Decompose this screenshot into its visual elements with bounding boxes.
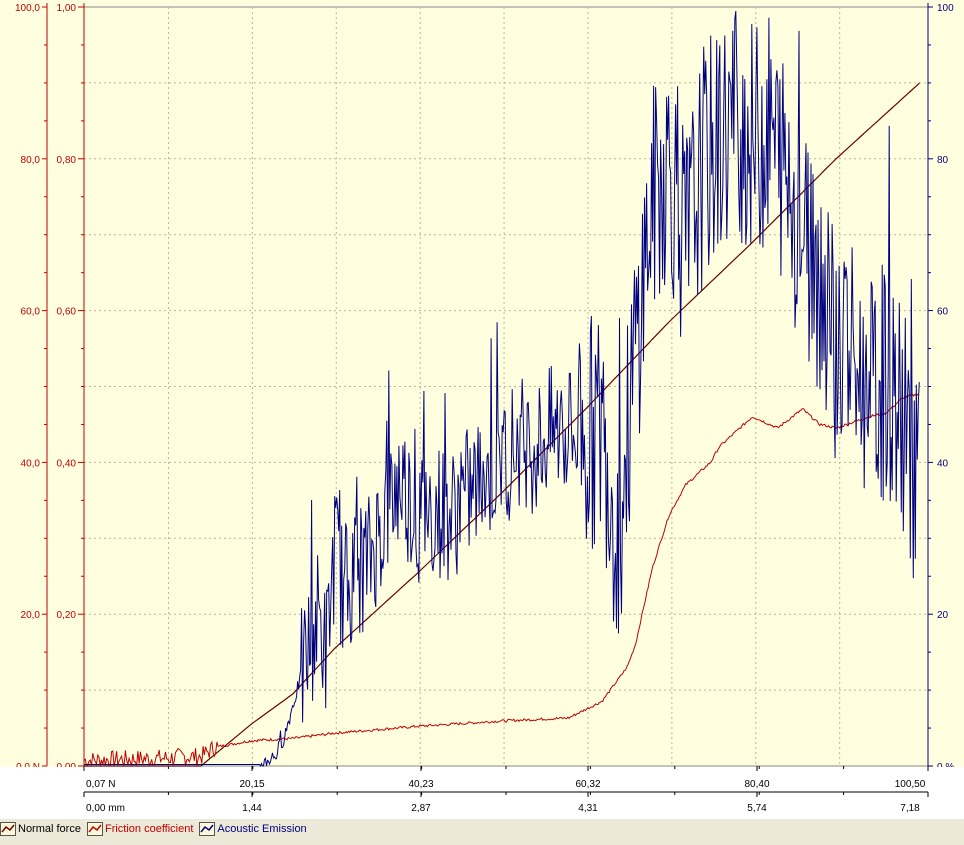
- plot-background: [0, 0, 964, 818]
- acoustic-axis-tick-label: 60: [937, 307, 949, 318]
- legend-item-acoustic-emission[interactable]: Acoustic Emission: [199, 822, 307, 836]
- acoustic-axis-tick-label: 100: [937, 3, 954, 14]
- line-chart-icon: [0, 822, 16, 836]
- friction-axis-tick-label: 0,40: [57, 458, 77, 469]
- force-axis-tick-label: 100,0: [15, 3, 40, 14]
- x-axis-distance-tick-label: 1,44: [242, 803, 262, 814]
- series-line-acoustic-emission: [84, 10, 920, 768]
- x-axis-force-tick-label: 100,50: [895, 779, 926, 790]
- acoustic-axis-tick-label: 40: [937, 458, 949, 469]
- legend-label-normal-force: Normal force: [18, 823, 81, 835]
- x-axis-distance-tick-label: 4,31: [578, 803, 598, 814]
- legend-label-friction-coefficient: Friction coefficient: [104, 823, 194, 835]
- x-axis-force-tick-label: 40,23: [408, 779, 433, 790]
- x-axis-distance-tick-label: 2,87: [411, 803, 431, 814]
- friction-axis-tick-label: 0,20: [57, 610, 77, 621]
- legend-label-acoustic-emission: Acoustic Emission: [217, 823, 307, 835]
- series-line-friction-coefficient: [83, 393, 920, 767]
- friction-axis-tick-label: 0,60: [57, 307, 77, 318]
- x-axis-force-tick-label: 0,07 N: [86, 779, 115, 790]
- x-axis-force-tick-label: 60,32: [575, 779, 600, 790]
- x-axis-distance-tick-label: 7,18: [900, 803, 920, 814]
- x-axis-distance-tick-label: 0,00 mm: [86, 803, 125, 814]
- acoustic-axis-tick-label: 80: [937, 155, 949, 166]
- x-axis-force-tick-label: 80,40: [744, 779, 769, 790]
- acoustic-axis-tick-label: 20: [937, 610, 949, 621]
- x-axis-area: [0, 767, 964, 819]
- force-axis-tick-label: 20,0: [21, 610, 41, 621]
- friction-axis-tick-label: 0,80: [57, 155, 77, 166]
- series-layer: [83, 10, 921, 768]
- axis-layer: 0,0 N0,000 %20,00,202040,00,404060,00,60…: [0, 3, 964, 819]
- legend-item-friction-coefficient[interactable]: Friction coefficient: [86, 822, 194, 836]
- legend: Normal force Friction coefficient Acoust…: [0, 820, 964, 838]
- legend-item-normal-force[interactable]: Normal force: [0, 822, 81, 836]
- x-axis-distance-tick-label: 5,74: [747, 803, 767, 814]
- line-chart-icon: [86, 822, 103, 836]
- force-axis-tick-label: 80,0: [21, 155, 41, 166]
- force-axis-tick-label: 40,0: [21, 458, 41, 469]
- friction-axis-tick-label: 1,00: [57, 3, 77, 14]
- x-axis-force-tick-label: 20,15: [239, 779, 264, 790]
- line-chart-icon: [199, 822, 216, 836]
- force-axis-tick-label: 60,0: [21, 307, 41, 318]
